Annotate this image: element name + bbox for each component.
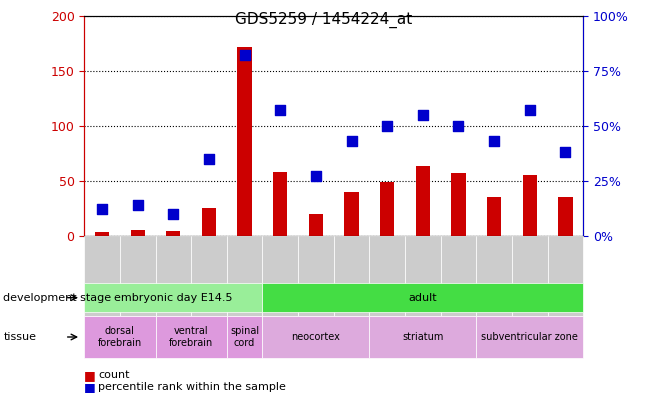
Point xyxy=(453,123,463,129)
Bar xyxy=(487,197,502,236)
Text: embryonic day E14.5: embryonic day E14.5 xyxy=(114,293,233,303)
Point xyxy=(97,206,108,213)
Bar xyxy=(523,175,537,236)
Point xyxy=(560,149,570,155)
Bar xyxy=(345,192,359,236)
Bar xyxy=(451,173,465,236)
Point xyxy=(203,156,214,162)
Bar xyxy=(273,172,288,236)
Point xyxy=(382,123,393,129)
Bar xyxy=(416,167,430,236)
Point xyxy=(132,202,143,208)
Text: neocortex: neocortex xyxy=(292,332,340,342)
Point xyxy=(346,138,356,144)
Bar xyxy=(237,46,251,236)
Text: striatum: striatum xyxy=(402,332,443,342)
Text: GDS5259 / 1454224_at: GDS5259 / 1454224_at xyxy=(235,12,413,28)
Point xyxy=(489,138,499,144)
Text: dorsal
forebrain: dorsal forebrain xyxy=(98,326,142,348)
Point xyxy=(417,112,428,118)
Point xyxy=(275,107,285,114)
Point xyxy=(310,173,321,180)
Bar xyxy=(166,231,180,236)
Text: ventral
forebrain: ventral forebrain xyxy=(169,326,213,348)
Bar xyxy=(95,233,109,236)
Bar xyxy=(130,230,145,236)
Text: tissue: tissue xyxy=(3,332,36,342)
Text: ■: ■ xyxy=(84,369,96,382)
Text: percentile rank within the sample: percentile rank within the sample xyxy=(98,382,286,392)
Bar xyxy=(380,182,394,236)
Bar xyxy=(558,197,572,236)
Text: adult: adult xyxy=(408,293,437,303)
Bar xyxy=(202,208,216,236)
Text: development stage: development stage xyxy=(3,293,111,303)
Text: spinal
cord: spinal cord xyxy=(230,326,259,348)
Point xyxy=(168,211,179,217)
Point xyxy=(525,107,535,114)
Text: subventricular zone: subventricular zone xyxy=(481,332,578,342)
Text: count: count xyxy=(98,370,130,380)
Point xyxy=(240,52,250,59)
Bar xyxy=(308,214,323,236)
Text: ■: ■ xyxy=(84,380,96,393)
